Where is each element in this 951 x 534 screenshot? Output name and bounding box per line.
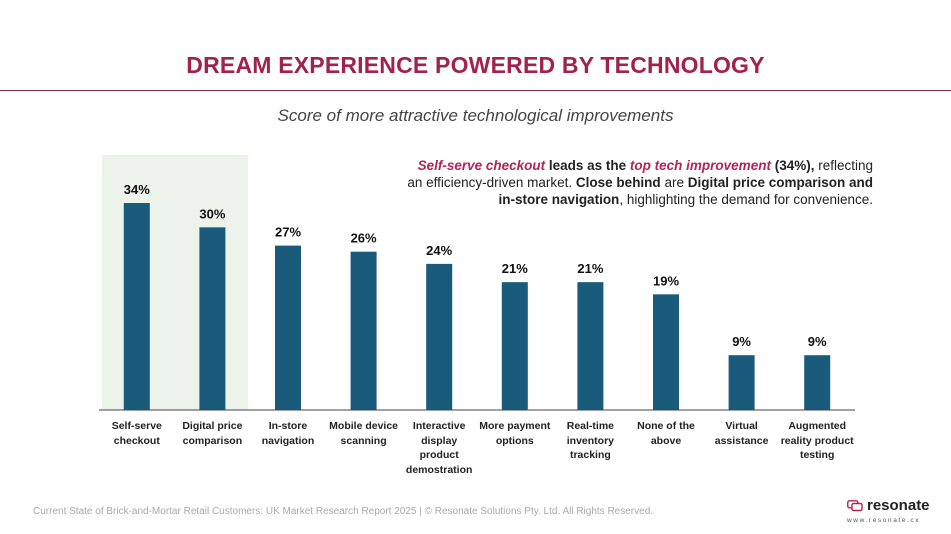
- category-label-3: In-store navigation: [247, 419, 329, 448]
- category-label-line: product: [419, 449, 459, 461]
- category-label-line: above: [650, 434, 682, 447]
- category-label-line: None of the: [637, 420, 695, 432]
- category-label-line: scanning: [340, 434, 387, 447]
- bar-4: [350, 251, 377, 410]
- category-label-line: inventory: [566, 434, 615, 447]
- category-label-line: comparison: [182, 434, 243, 447]
- category-label-line: Mobile device: [329, 420, 399, 432]
- logo-name: resonate: [867, 497, 930, 514]
- value-label-4: 26%: [351, 231, 377, 246]
- callout-highlight-self-serve: Self-serve checkout: [417, 158, 546, 173]
- category-label-line: checkout: [113, 434, 160, 447]
- bar-8: [653, 294, 679, 410]
- chat-bubble-icon: [847, 500, 863, 512]
- category-label-line: Interactive: [412, 420, 466, 432]
- value-label-10: 9%: [808, 334, 827, 349]
- category-label-line: Augmented: [788, 420, 847, 432]
- value-label-1: 34%: [124, 182, 150, 197]
- bar-10: [804, 355, 831, 410]
- category-label-line: reality product: [780, 434, 854, 447]
- category-label-line: Real-time: [566, 420, 615, 432]
- value-label-5: 24%: [426, 243, 452, 258]
- category-label-6: More payment options: [474, 419, 556, 448]
- category-label-line: display: [421, 434, 458, 447]
- category-label-line: Virtual: [725, 420, 758, 432]
- category-label-4: Mobile device scanning: [323, 419, 405, 448]
- footer-copyright: Current State of Brick-and-Mortar Retail…: [33, 506, 654, 517]
- category-label-line: options: [495, 434, 534, 447]
- category-label-line: In-store: [268, 420, 308, 432]
- category-label-9: Virtual assistance: [701, 419, 783, 448]
- category-label-line: Self-serve: [111, 420, 162, 432]
- callout-close-behind: Close behind: [575, 175, 661, 190]
- category-label-5: Interactive display product demostration: [398, 419, 480, 477]
- category-label-line: Digital price: [182, 420, 243, 432]
- category-label-line: navigation: [261, 434, 315, 447]
- bar-5: [426, 263, 453, 410]
- chart-subtitle: Score of more attractive technological i…: [277, 106, 674, 125]
- page-title: DREAM EXPERIENCE POWERED BY TECHNOLOGY: [186, 52, 765, 78]
- value-label-3: 27%: [275, 225, 301, 240]
- bar-2: [199, 227, 226, 410]
- category-label-2: Digital price comparison: [171, 419, 253, 448]
- callout-highlight-top-tech: top tech improvement: [629, 158, 771, 173]
- bar-6: [501, 282, 528, 410]
- category-label-line: assistance: [714, 434, 769, 447]
- logo-url: www.resonate.cx: [847, 517, 921, 524]
- value-label-6: 21%: [502, 261, 528, 276]
- bar-7: [577, 282, 604, 410]
- bar-9: [728, 355, 755, 410]
- value-label-7: 21%: [577, 261, 603, 276]
- category-label-8: None of the above: [625, 419, 707, 448]
- value-label-9: 9%: [732, 334, 751, 349]
- callout-text-1: leads as the: [545, 158, 630, 173]
- callout-text-2: reflecting an efficiency-driven market.: [407, 158, 873, 190]
- callout-text-4: , highlighting the demand for convenienc…: [619, 192, 873, 207]
- category-label-line: testing: [799, 449, 835, 461]
- value-label-2: 30%: [199, 206, 225, 221]
- insight-callout: Self-serve checkout leads as the top tec…: [403, 157, 873, 208]
- callout-percent: (34%),: [770, 158, 815, 173]
- category-label-7: Real-time inventory tracking: [549, 419, 631, 463]
- callout-runners-up: Digital price comparison and in-store na…: [498, 175, 873, 207]
- category-label-line: demostration: [405, 463, 473, 476]
- category-label-line: More payment: [479, 420, 551, 432]
- value-label-8: 19%: [653, 273, 679, 288]
- title-divider: [0, 90, 951, 91]
- callout-text-3: are: [660, 175, 688, 190]
- category-label-1: Self-serve checkout: [96, 419, 178, 448]
- bar-1: [123, 203, 150, 410]
- category-label-10: Augmented reality product testing: [776, 419, 858, 463]
- bar-3: [275, 245, 301, 410]
- category-label-line: tracking: [569, 449, 611, 461]
